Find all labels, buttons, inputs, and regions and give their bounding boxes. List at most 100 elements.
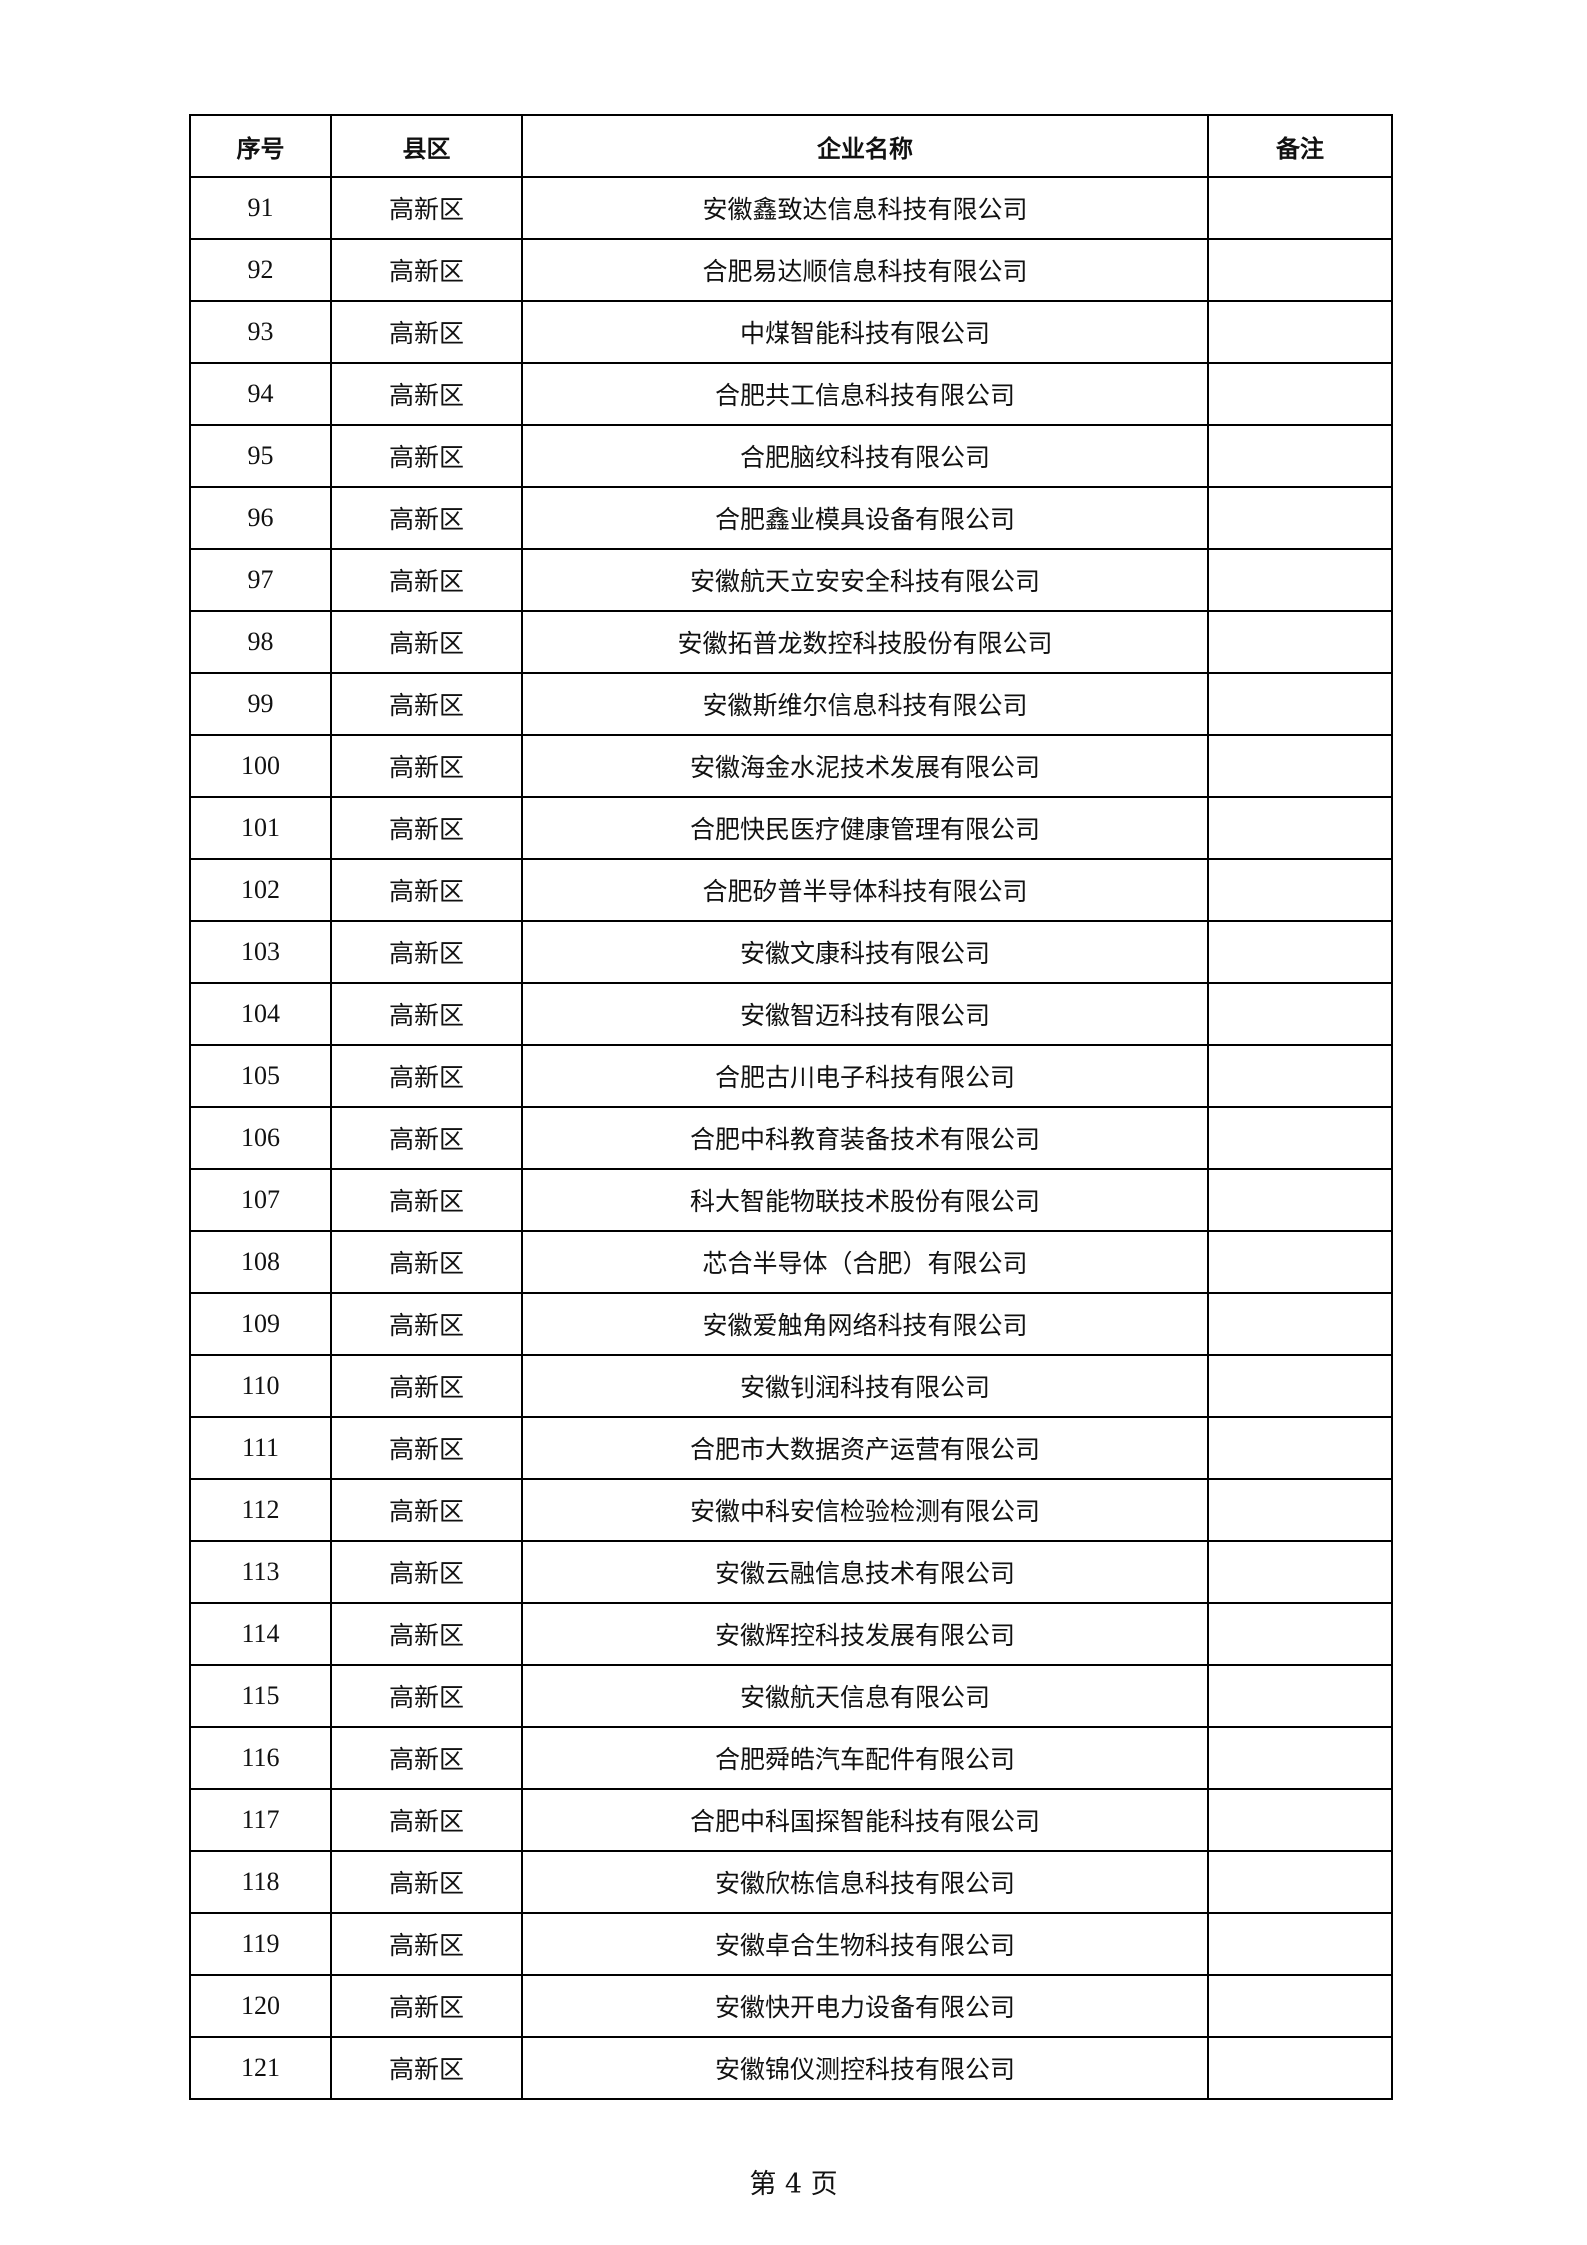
row-district: 高新区 (330, 610, 523, 674)
row-company-name: 安徽爱触角网络科技有限公司 (521, 1292, 1209, 1356)
table-row: 117 高新区 合肥中科国探智能科技有限公司 (189, 1788, 1393, 1852)
row-index: 99 (189, 672, 332, 736)
row-remarks (1207, 1540, 1393, 1604)
table-row: 101 高新区 合肥快民医疗健康管理有限公司 (189, 796, 1393, 860)
row-district: 高新区 (330, 796, 523, 860)
row-index: 107 (189, 1168, 332, 1232)
row-remarks (1207, 796, 1393, 860)
row-index: 104 (189, 982, 332, 1046)
row-company-name: 芯合半导体（合肥）有限公司 (521, 1230, 1209, 1294)
row-district: 高新区 (330, 2036, 523, 2100)
table-row: 113 高新区 安徽云融信息技术有限公司 (189, 1540, 1393, 1604)
row-index: 120 (189, 1974, 332, 2038)
row-company-name: 安徽云融信息技术有限公司 (521, 1540, 1209, 1604)
row-remarks (1207, 610, 1393, 674)
row-company-name: 安徽快开电力设备有限公司 (521, 1974, 1209, 2038)
row-index: 94 (189, 362, 332, 426)
row-index: 100 (189, 734, 332, 798)
table-header-row: 序号 县区 企业名称 备注 (189, 114, 1393, 178)
row-index: 116 (189, 1726, 332, 1790)
row-remarks (1207, 1788, 1393, 1852)
row-remarks (1207, 300, 1393, 364)
row-remarks (1207, 1974, 1393, 2038)
table-row: 114 高新区 安徽辉控科技发展有限公司 (189, 1602, 1393, 1666)
table-row: 97 高新区 安徽航天立安安全科技有限公司 (189, 548, 1393, 612)
row-district: 高新区 (330, 1106, 523, 1170)
table-row: 112 高新区 安徽中科安信检验检测有限公司 (189, 1478, 1393, 1542)
row-remarks (1207, 1044, 1393, 1108)
row-index: 108 (189, 1230, 332, 1294)
row-district: 高新区 (330, 1602, 523, 1666)
row-index: 97 (189, 548, 332, 612)
row-district: 高新区 (330, 1478, 523, 1542)
row-index: 91 (189, 176, 332, 240)
row-district: 高新区 (330, 982, 523, 1046)
header-district: 县区 (330, 114, 523, 178)
table-row: 106 高新区 合肥中科教育装备技术有限公司 (189, 1106, 1393, 1170)
row-district: 高新区 (330, 1788, 523, 1852)
row-company-name: 安徽航天信息有限公司 (521, 1664, 1209, 1728)
table-row: 120 高新区 安徽快开电力设备有限公司 (189, 1974, 1393, 2038)
row-index: 110 (189, 1354, 332, 1418)
row-index: 112 (189, 1478, 332, 1542)
row-index: 93 (189, 300, 332, 364)
table-row: 103 高新区 安徽文康科技有限公司 (189, 920, 1393, 984)
row-index: 92 (189, 238, 332, 302)
row-district: 高新区 (330, 1044, 523, 1108)
row-company-name: 合肥古川电子科技有限公司 (521, 1044, 1209, 1108)
table-row: 115 高新区 安徽航天信息有限公司 (189, 1664, 1393, 1728)
row-district: 高新区 (330, 176, 523, 240)
row-company-name: 安徽中科安信检验检测有限公司 (521, 1478, 1209, 1542)
row-district: 高新区 (330, 672, 523, 736)
table-row: 98 高新区 安徽拓普龙数控科技股份有限公司 (189, 610, 1393, 674)
row-index: 111 (189, 1416, 332, 1480)
row-index: 115 (189, 1664, 332, 1728)
row-district: 高新区 (330, 1354, 523, 1418)
page-number: 第 4 页 (749, 2169, 838, 2200)
row-remarks (1207, 424, 1393, 488)
row-company-name: 安徽欣栋信息科技有限公司 (521, 1850, 1209, 1914)
row-index: 106 (189, 1106, 332, 1170)
row-remarks (1207, 672, 1393, 736)
row-index: 103 (189, 920, 332, 984)
row-company-name: 安徽鑫致达信息科技有限公司 (521, 176, 1209, 240)
table-row: 105 高新区 合肥古川电子科技有限公司 (189, 1044, 1393, 1108)
row-company-name: 安徽锦仪测控科技有限公司 (521, 2036, 1209, 2100)
row-company-name: 合肥脑纹科技有限公司 (521, 424, 1209, 488)
row-remarks (1207, 1726, 1393, 1790)
row-company-name: 合肥共工信息科技有限公司 (521, 362, 1209, 426)
row-remarks (1207, 920, 1393, 984)
table-row: 95 高新区 合肥脑纹科技有限公司 (189, 424, 1393, 488)
row-company-name: 安徽斯维尔信息科技有限公司 (521, 672, 1209, 736)
table-row: 96 高新区 合肥鑫业模具设备有限公司 (189, 486, 1393, 550)
row-company-name: 合肥中科教育装备技术有限公司 (521, 1106, 1209, 1170)
row-company-name: 合肥中科国探智能科技有限公司 (521, 1788, 1209, 1852)
row-remarks (1207, 858, 1393, 922)
row-district: 高新区 (330, 362, 523, 426)
table-row: 121 高新区 安徽锦仪测控科技有限公司 (189, 2036, 1393, 2100)
row-index: 121 (189, 2036, 332, 2100)
table-row: 109 高新区 安徽爱触角网络科技有限公司 (189, 1292, 1393, 1356)
row-remarks (1207, 734, 1393, 798)
row-remarks (1207, 1292, 1393, 1356)
row-district: 高新区 (330, 1168, 523, 1232)
table-row: 119 高新区 安徽卓合生物科技有限公司 (189, 1912, 1393, 1976)
row-company-name: 安徽航天立安安全科技有限公司 (521, 548, 1209, 612)
row-company-name: 合肥快民医疗健康管理有限公司 (521, 796, 1209, 860)
table-row: 107 高新区 科大智能物联技术股份有限公司 (189, 1168, 1393, 1232)
row-company-name: 合肥市大数据资产运营有限公司 (521, 1416, 1209, 1480)
table-row: 102 高新区 合肥矽普半导体科技有限公司 (189, 858, 1393, 922)
header-remarks: 备注 (1207, 114, 1393, 178)
header-company-name: 企业名称 (521, 114, 1209, 178)
table-row: 91 高新区 安徽鑫致达信息科技有限公司 (189, 176, 1393, 240)
row-company-name: 科大智能物联技术股份有限公司 (521, 1168, 1209, 1232)
row-district: 高新区 (330, 734, 523, 798)
row-company-name: 合肥舜皓汽车配件有限公司 (521, 1726, 1209, 1790)
row-district: 高新区 (330, 1416, 523, 1480)
table-row: 100 高新区 安徽海金水泥技术发展有限公司 (189, 734, 1393, 798)
row-district: 高新区 (330, 920, 523, 984)
row-remarks (1207, 1354, 1393, 1418)
row-index: 113 (189, 1540, 332, 1604)
row-remarks (1207, 238, 1393, 302)
table-row: 104 高新区 安徽智迈科技有限公司 (189, 982, 1393, 1046)
